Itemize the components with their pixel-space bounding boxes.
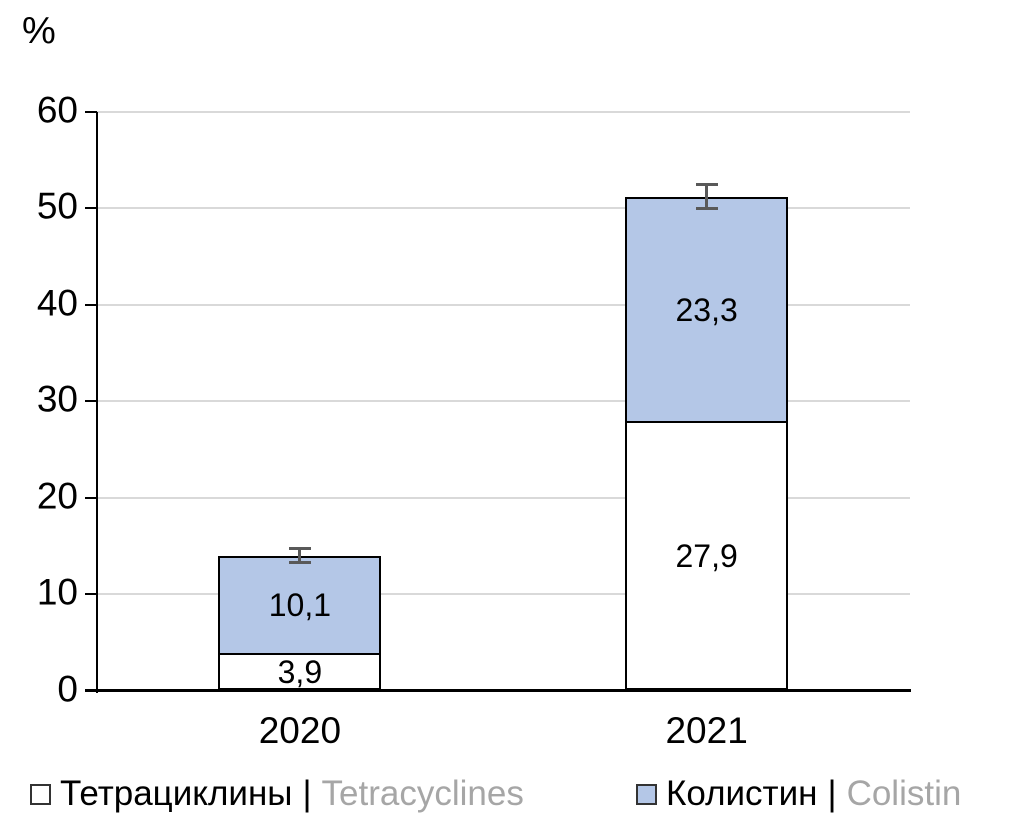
legend-item-colistin: Колистин | Colistin	[636, 774, 961, 814]
error-bar-top-cap	[695, 183, 718, 187]
gridline	[96, 111, 910, 113]
x-tick-label-2021: 2021	[665, 710, 748, 751]
y-tick-label: 0	[57, 667, 78, 709]
bar-value-label: 10,1	[268, 587, 332, 624]
gridline	[96, 593, 910, 596]
legend-separator: |	[302, 774, 312, 813]
gridline	[96, 400, 910, 403]
bar-2021-tetracyclines-segment: 27,9	[625, 421, 789, 691]
y-tick-label: 20	[36, 474, 78, 516]
legend: Тетрациклины | Tetracyclines Колистин | …	[0, 774, 1010, 820]
legend-label-en: Tetracyclines	[321, 774, 524, 813]
legend-label-ru: Колистин	[666, 774, 818, 813]
y-axis-tick	[84, 593, 97, 596]
error-bar-bottom-cap	[288, 561, 311, 565]
y-axis-line	[95, 112, 98, 693]
y-tick-label: 40	[36, 282, 78, 324]
legend-label-ru: Тетрациклины	[60, 774, 293, 813]
y-tick-label: 50	[36, 185, 78, 227]
y-axis-tick	[84, 207, 97, 210]
error-bar-line	[298, 547, 302, 564]
bar-value-label: 27,9	[675, 537, 738, 574]
error-bar-line	[705, 184, 709, 210]
y-axis-tick	[84, 111, 97, 113]
y-axis-unit-label: %	[22, 10, 56, 52]
x-tick-label-2020: 2020	[258, 710, 342, 751]
gridline	[96, 303, 910, 306]
legend-item-tetracyclines: Тетрациклины | Tetracyclines	[30, 774, 524, 814]
tetracyclines-swatch-icon	[30, 783, 51, 805]
y-axis-tick	[84, 303, 97, 306]
bar-value-label: 23,3	[675, 292, 738, 329]
x-axis-line	[84, 689, 911, 692]
y-tick-label: 10	[36, 571, 78, 613]
error-bar-top-cap	[288, 546, 311, 550]
bar-2021-colistin-segment: 23,3	[625, 196, 789, 422]
y-axis-tick	[84, 400, 97, 403]
y-tick-label: 60	[36, 89, 78, 131]
y-tick-label: 30	[36, 378, 78, 420]
legend-separator: |	[827, 774, 837, 813]
error-bar-bottom-cap	[695, 207, 718, 211]
bar-value-label: 3,9	[277, 653, 323, 690]
bar-2020-tetracyclines-segment: 3,9	[218, 652, 382, 691]
bar-2020-colistin-segment: 10,1	[218, 555, 382, 653]
y-axis-tick	[84, 496, 97, 499]
gridline	[96, 207, 910, 210]
colistin-swatch-icon	[636, 783, 657, 805]
legend-label-en: Colistin	[846, 774, 962, 813]
gridline	[96, 496, 910, 499]
